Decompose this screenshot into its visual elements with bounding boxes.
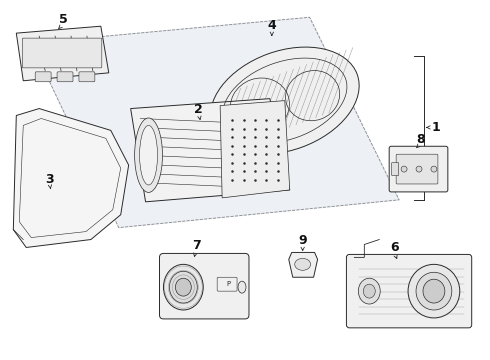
Ellipse shape <box>210 47 359 154</box>
Ellipse shape <box>408 264 460 318</box>
Polygon shape <box>16 26 109 81</box>
Ellipse shape <box>294 258 311 270</box>
Ellipse shape <box>358 278 380 304</box>
FancyBboxPatch shape <box>389 146 448 192</box>
Ellipse shape <box>135 118 163 192</box>
Ellipse shape <box>416 166 422 172</box>
Ellipse shape <box>175 278 191 296</box>
FancyBboxPatch shape <box>346 255 472 328</box>
Polygon shape <box>13 109 129 247</box>
FancyBboxPatch shape <box>57 72 73 82</box>
Text: 4: 4 <box>268 19 276 32</box>
Polygon shape <box>220 100 290 198</box>
Ellipse shape <box>140 125 157 185</box>
Text: 7: 7 <box>192 239 200 252</box>
FancyBboxPatch shape <box>396 154 438 184</box>
Polygon shape <box>31 17 399 228</box>
Text: 5: 5 <box>59 13 68 26</box>
Text: 1: 1 <box>432 121 441 134</box>
FancyBboxPatch shape <box>159 253 249 319</box>
Ellipse shape <box>238 281 246 293</box>
Text: 9: 9 <box>298 234 307 247</box>
FancyBboxPatch shape <box>22 38 102 68</box>
FancyBboxPatch shape <box>79 72 95 82</box>
Ellipse shape <box>423 279 445 303</box>
Ellipse shape <box>363 284 375 298</box>
Text: P: P <box>226 281 230 287</box>
Ellipse shape <box>416 272 452 310</box>
Polygon shape <box>289 252 318 277</box>
Text: 2: 2 <box>194 103 203 116</box>
FancyBboxPatch shape <box>392 163 399 176</box>
Text: 6: 6 <box>390 242 398 255</box>
Text: 3: 3 <box>45 173 53 186</box>
Ellipse shape <box>164 264 203 310</box>
Polygon shape <box>131 99 290 202</box>
Ellipse shape <box>431 166 437 172</box>
Ellipse shape <box>170 271 197 303</box>
Ellipse shape <box>401 166 407 172</box>
FancyBboxPatch shape <box>35 72 51 82</box>
Text: 8: 8 <box>416 133 425 146</box>
